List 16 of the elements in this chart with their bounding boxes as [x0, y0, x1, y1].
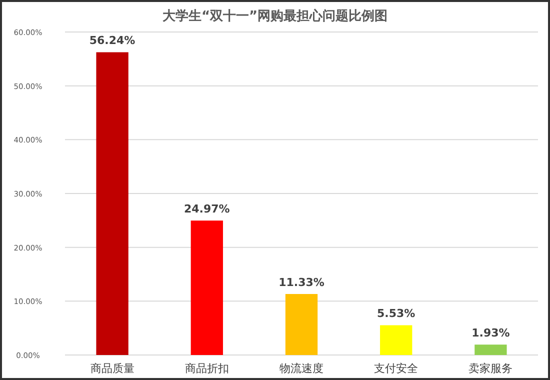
data-label: 5.53%: [377, 307, 416, 320]
x-tick-label: 物流速度: [280, 362, 324, 375]
x-tick-label: 商品质量: [90, 362, 134, 375]
data-label: 56.24%: [89, 34, 136, 48]
x-tick-label: 卖家服务: [468, 362, 513, 375]
x-tick-label: 支付安全: [374, 362, 418, 375]
bar: [380, 325, 412, 355]
data-label: 1.93%: [472, 326, 510, 340]
bar: [190, 220, 223, 355]
bar: [96, 52, 128, 355]
x-tick-label: 商品折扣: [184, 362, 229, 375]
bar: [285, 294, 318, 355]
bar: [474, 344, 507, 355]
chart-title: 大学生“双十一”网购最担心问题比例图: [162, 8, 388, 24]
data-label: 24.97%: [184, 202, 230, 216]
data-label: 11.33%: [278, 276, 324, 290]
